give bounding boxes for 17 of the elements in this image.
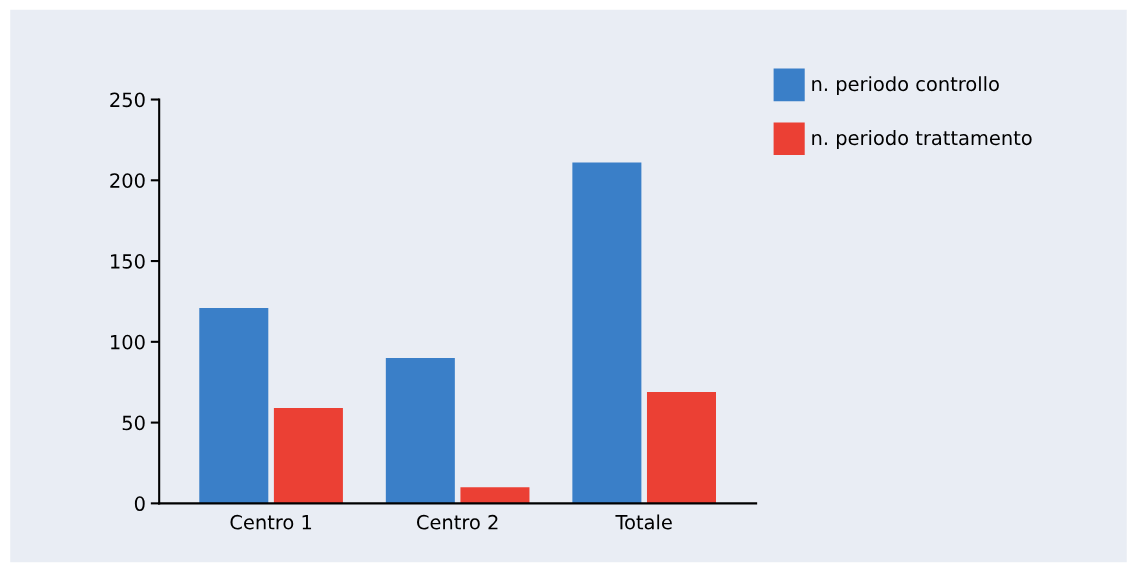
legend-label: n. periodo controllo xyxy=(812,76,999,95)
y-tick-label: 0 xyxy=(134,496,145,512)
y-tick-label: 150 xyxy=(111,254,145,269)
y-tick-label: 250 xyxy=(110,92,145,108)
legend-label: n. periodo trattamento xyxy=(812,130,1032,149)
y-tick-label: 200 xyxy=(110,173,145,188)
bar xyxy=(572,162,642,504)
y-tick-label: 50 xyxy=(122,415,145,431)
y-tick-label: 100 xyxy=(111,334,145,350)
bar xyxy=(385,357,455,504)
bar xyxy=(646,391,716,504)
bar xyxy=(199,307,269,504)
bar xyxy=(273,408,343,504)
bar xyxy=(460,487,530,504)
x-tick-label: Totale xyxy=(615,514,672,530)
x-tick-label: Centro 2 xyxy=(416,514,498,530)
x-tick-label: Centro 1 xyxy=(230,514,312,530)
